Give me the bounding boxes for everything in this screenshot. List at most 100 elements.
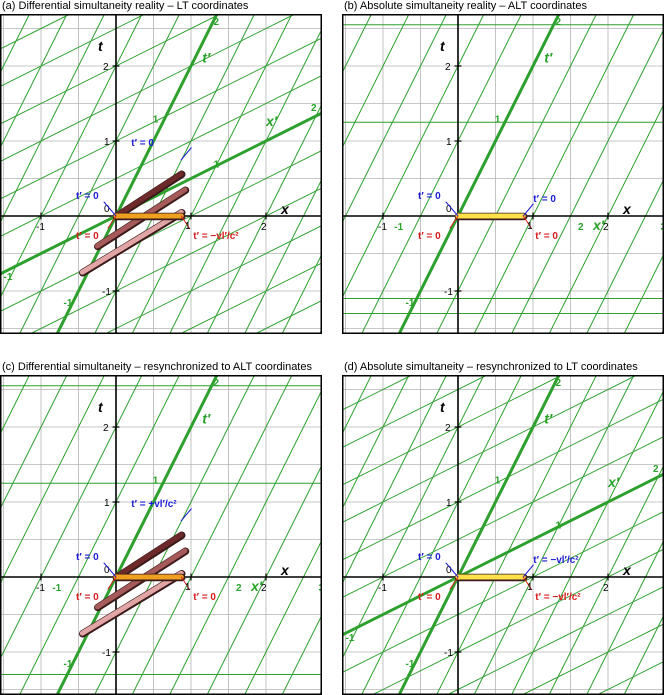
primed-worldline xyxy=(0,375,30,435)
blue-leader-line xyxy=(445,201,459,217)
x-tick-label: 2 xyxy=(603,583,609,594)
red-label-origin: t′ = 0 xyxy=(76,592,99,603)
primed-worldline xyxy=(342,375,410,510)
primed-worldline xyxy=(511,389,664,695)
x-tick-label: 2 xyxy=(261,222,267,233)
blue-leader-line xyxy=(522,203,534,217)
panel-frame xyxy=(342,14,664,334)
x-prime-tick-label: -1 xyxy=(394,222,403,233)
x-prime-tick-label: -1 xyxy=(346,633,355,644)
primed-simultaneity-line xyxy=(342,375,563,486)
red-label-origin: t′ = 0 xyxy=(76,231,99,242)
t-tick-label: -1 xyxy=(102,287,111,298)
red-leader-line xyxy=(180,215,190,229)
red-leader-line xyxy=(522,215,532,229)
x-axis-label: x xyxy=(622,201,632,217)
t-prime-label: t′ xyxy=(544,410,553,426)
primed-worldline xyxy=(131,375,293,695)
primed-simultaneity-line xyxy=(0,14,296,162)
rod-dark xyxy=(113,171,184,219)
primed-simultaneity-line xyxy=(446,586,664,695)
t-tick-label: 1 xyxy=(446,498,452,509)
blue-leader-line xyxy=(180,147,192,161)
primed-worldline xyxy=(342,14,372,74)
red-label-end: t′ = −vl′/c² xyxy=(535,592,581,603)
t-axis-label: t xyxy=(98,38,104,54)
primed-simultaneity-line xyxy=(521,623,664,695)
x-prime-tick-label: 3 xyxy=(319,583,323,594)
t-prime-label: t′ xyxy=(202,49,211,65)
primed-worldline xyxy=(623,614,664,695)
blue-leader-line xyxy=(103,201,117,217)
primed-simultaneity-line xyxy=(342,511,664,673)
x-tick-label: 1 xyxy=(527,221,533,232)
red-leader-line xyxy=(107,576,117,590)
primed-simultaneity-line xyxy=(0,14,146,87)
primed-worldline xyxy=(169,389,322,695)
t-prime-tick-label: -1 xyxy=(406,298,415,309)
x-tick-label: 2 xyxy=(261,583,267,594)
t-tick-label: 2 xyxy=(445,62,451,73)
primed-worldline xyxy=(473,14,635,334)
primed-simultaneity-line xyxy=(254,300,322,334)
primed-worldline xyxy=(342,14,447,224)
primed-worldline xyxy=(19,14,180,334)
t-prime-tick-label: 1 xyxy=(153,476,159,487)
primed-worldline xyxy=(206,103,322,334)
primed-simultaneity-line xyxy=(596,661,664,695)
primed-worldline xyxy=(94,14,255,334)
primed-worldline xyxy=(281,253,322,334)
x-prime-axis xyxy=(0,111,322,276)
t-tick-label: -1 xyxy=(444,648,453,659)
blue-label-origin: t′ = 0 xyxy=(418,552,441,563)
red-leader-line xyxy=(449,576,459,590)
x-tick-label: -1 xyxy=(378,583,387,594)
primed-worldline xyxy=(548,464,664,695)
x-axis-label: x xyxy=(622,562,632,578)
primed-worldline xyxy=(244,178,322,334)
t-prime-tick-label: 1 xyxy=(495,115,501,126)
primed-simultaneity-line xyxy=(342,375,488,448)
primed-worldline xyxy=(511,28,664,334)
t-prime-tick-label: 1 xyxy=(495,476,501,487)
x-tick-label: -1 xyxy=(378,222,387,233)
t-axis-label: t xyxy=(440,399,446,415)
blue-label-end: t′ = 0 xyxy=(131,138,154,149)
primed-simultaneity-line xyxy=(342,398,664,561)
t-prime-tick-label: -1 xyxy=(406,659,415,670)
panel-b-diagram: -1 2 2 1 -1 0 t x t′ 1 2 -1 x′ -1 2 3 t′ = 0 t′ = 0 t′ = 0… xyxy=(342,14,664,334)
panel-c-diagram: -1 2 2 1 -1 0 t x t′ 1 2 -1 x′ -1 2 3 t′ = 0 t′ = 0 t′ = +… xyxy=(0,375,322,695)
t-prime-axis xyxy=(55,375,219,695)
primed-worldline xyxy=(19,375,180,695)
blue-leader-line xyxy=(522,564,534,578)
primed-worldline xyxy=(361,14,522,334)
t-prime-axis xyxy=(397,375,561,695)
blue-leader-line xyxy=(180,508,192,522)
t-prime-axis xyxy=(55,14,219,334)
x-axis-label: x xyxy=(280,562,290,578)
red-label-end: t′ = 0 xyxy=(193,592,216,603)
primed-simultaneity-line xyxy=(342,375,413,411)
x-prime-tick-label: 2 xyxy=(653,464,659,475)
t-prime-label: t′ xyxy=(544,49,553,65)
t-prime-tick-label: -1 xyxy=(64,659,73,670)
red-label-end: t′ = −vl′/c² xyxy=(193,231,239,242)
panel-d-title: (d) Absolute simultaneity – resynchroniz… xyxy=(344,361,638,373)
x-prime-label: x′ xyxy=(250,578,263,594)
primed-worldline xyxy=(586,539,664,695)
primed-worldline xyxy=(342,375,485,660)
red-leader-line xyxy=(522,576,532,590)
red-label-end: t′ = 0 xyxy=(535,231,558,242)
t-tick-label: 1 xyxy=(104,137,110,148)
blue-leader-line xyxy=(103,562,117,578)
t-prime-tick-label: 2 xyxy=(214,378,220,389)
primed-worldline xyxy=(342,14,485,299)
red-label-origin: t′ = 0 xyxy=(418,592,441,603)
primed-worldline xyxy=(0,14,30,74)
t-tick-label: -1 xyxy=(444,287,453,298)
t-tick-label: 2 xyxy=(103,62,109,73)
t-prime-tick-label: -1 xyxy=(64,298,73,309)
primed-simultaneity-line xyxy=(342,375,638,523)
primed-worldline xyxy=(436,375,597,695)
primed-worldline xyxy=(0,375,143,660)
